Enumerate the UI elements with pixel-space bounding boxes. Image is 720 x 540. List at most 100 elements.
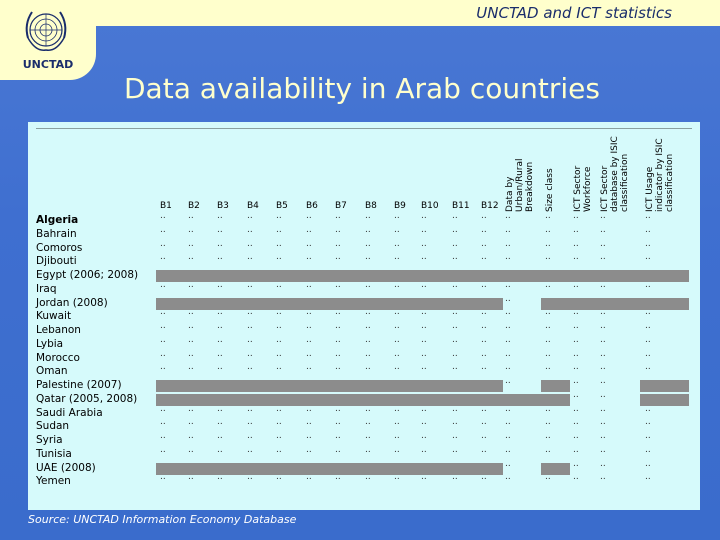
column-header: B9 <box>394 201 406 211</box>
missing-marker: .. <box>481 348 487 359</box>
missing-marker: .. <box>276 279 282 290</box>
missing-marker: .. <box>188 431 194 441</box>
missing-marker: .. <box>452 321 458 331</box>
missing-marker: .. <box>247 321 253 331</box>
missing-marker: .. <box>306 348 312 359</box>
missing-marker: .. <box>452 238 458 249</box>
column-header: B11 <box>452 201 470 211</box>
table-row: Tunisia.................................… <box>36 444 696 462</box>
missing-marker: .. <box>335 211 341 221</box>
missing-marker: .. <box>247 238 253 249</box>
missing-marker: .. <box>217 417 223 428</box>
missing-marker: .. <box>276 472 282 483</box>
missing-marker: .. <box>505 348 511 359</box>
missing-marker: .. <box>247 417 253 428</box>
missing-marker: .. <box>365 252 371 263</box>
missing-marker: .. <box>505 458 511 469</box>
missing-marker: .. <box>188 417 194 428</box>
missing-marker: .. <box>505 307 511 318</box>
missing-marker: .. <box>421 307 427 318</box>
missing-marker: .. <box>188 334 194 345</box>
missing-marker: .. <box>600 321 606 331</box>
missing-marker: .. <box>421 417 427 428</box>
country-label: Bahrain <box>36 227 77 240</box>
table-row: Lebanon.................................… <box>36 321 696 338</box>
missing-marker: .. <box>247 211 253 221</box>
missing-marker: .. <box>217 307 223 318</box>
missing-marker: .. <box>335 472 341 483</box>
missing-marker: .. <box>335 321 341 331</box>
country-label: Iraq <box>36 282 57 295</box>
missing-marker: .. <box>452 307 458 318</box>
data-available-band <box>541 393 570 406</box>
missing-marker: .. <box>188 444 194 455</box>
missing-marker: .. <box>335 431 341 441</box>
missing-marker: .. <box>247 307 253 318</box>
missing-marker: .. <box>645 334 651 345</box>
missing-marker: .. <box>452 362 458 373</box>
country-label: Sudan <box>36 420 70 433</box>
missing-marker: .. <box>306 279 312 290</box>
missing-marker: .. <box>247 224 253 235</box>
missing-marker: .. <box>217 472 223 483</box>
missing-marker: .. <box>505 376 511 386</box>
missing-marker: .. <box>247 431 253 441</box>
source-note: Source: UNCTAD Information Economy Datab… <box>28 513 297 526</box>
missing-marker: .. <box>645 211 651 221</box>
missing-marker: .. <box>394 444 400 455</box>
missing-marker: .. <box>452 348 458 359</box>
missing-marker: .. <box>505 417 511 428</box>
table-row: Qatar (2005, 2008).... <box>36 390 696 407</box>
missing-marker: .. <box>188 472 194 483</box>
missing-marker: .. <box>394 472 400 483</box>
table-row: Iraq.................................. <box>36 279 696 297</box>
missing-marker: .. <box>335 252 341 263</box>
missing-marker: .. <box>335 348 341 359</box>
missing-marker: .. <box>600 403 606 414</box>
data-available-band <box>541 462 570 475</box>
missing-marker: .. <box>421 362 427 373</box>
country-label: UAE (2008) <box>36 461 96 474</box>
missing-marker: .. <box>645 444 651 455</box>
missing-marker: .. <box>600 307 606 318</box>
missing-marker: .. <box>394 403 400 414</box>
missing-marker: .. <box>394 279 400 290</box>
table-row: Algeria.................................… <box>36 211 696 228</box>
missing-marker: .. <box>335 417 341 428</box>
missing-marker: .. <box>452 252 458 263</box>
missing-marker: .. <box>188 403 194 414</box>
missing-marker: .. <box>217 252 223 263</box>
missing-marker: .. <box>481 472 487 483</box>
missing-marker: .. <box>481 417 487 428</box>
missing-marker: .. <box>394 362 400 373</box>
column-header: B8 <box>365 201 377 211</box>
missing-marker: .. <box>276 224 282 235</box>
missing-marker: .. <box>247 362 253 373</box>
missing-marker: .. <box>217 403 223 414</box>
missing-marker: .. <box>365 362 371 373</box>
missing-marker: .. <box>505 293 511 304</box>
missing-marker: .. <box>452 279 458 290</box>
missing-marker: .. <box>645 307 651 318</box>
missing-marker: .. <box>394 321 400 331</box>
missing-marker: .. <box>247 472 253 483</box>
missing-marker: .. <box>545 279 551 290</box>
data-available-band <box>156 270 689 282</box>
missing-marker: .. <box>365 307 371 318</box>
missing-marker: .. <box>452 472 458 483</box>
missing-marker: .. <box>335 444 341 455</box>
missing-marker: .. <box>188 279 194 290</box>
missing-marker: .. <box>335 238 341 249</box>
missing-marker: .. <box>188 321 194 331</box>
missing-marker: .. <box>276 252 282 263</box>
missing-marker: .. <box>481 307 487 318</box>
missing-marker: .. <box>365 348 371 359</box>
table-row: Oman.................................. <box>36 362 696 379</box>
header-subtitle: UNCTAD and ICT statistics <box>476 4 672 22</box>
missing-marker: .. <box>394 431 400 441</box>
missing-marker: .. <box>573 279 579 290</box>
missing-marker: .. <box>505 238 511 249</box>
missing-marker: .. <box>276 417 282 428</box>
missing-marker: .. <box>600 252 606 263</box>
missing-marker: .. <box>306 321 312 331</box>
